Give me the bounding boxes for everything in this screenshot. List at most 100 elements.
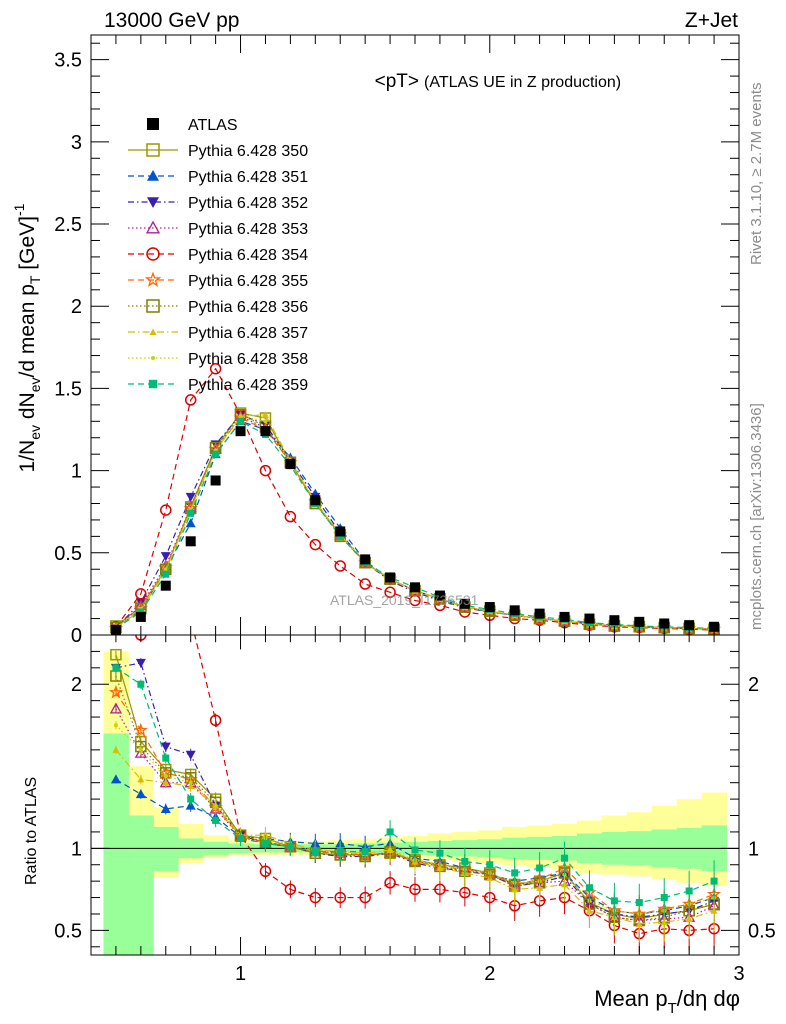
legend-label: Pythia 6.428 352 (188, 195, 308, 212)
y-tick-label-main: 2.5 (54, 214, 82, 236)
series-point-main (284, 510, 297, 523)
y-tick-label-ratio: 0.5 (54, 920, 82, 942)
legend-label: Pythia 6.428 357 (188, 325, 308, 342)
series-point-ratio (108, 684, 124, 699)
series-point-ratio (461, 857, 469, 865)
atlas-data-point (135, 611, 146, 622)
series-point-main (163, 567, 168, 572)
legend-entry: Pythia 6.428 350 (128, 143, 308, 160)
series-point-main (359, 578, 371, 590)
series-point-main (209, 362, 222, 375)
legend-marker (151, 356, 155, 360)
series-point-main (238, 414, 243, 419)
y-axis-title-main: 1/Nev dNev/d mean pT [GeV]-1 (11, 203, 43, 472)
legend-marker (145, 220, 161, 234)
atlas-data-point (659, 618, 670, 629)
series-point-ratio (384, 877, 396, 889)
series-point-ratio (334, 891, 346, 904)
series-point-ratio (212, 816, 220, 824)
series-point-main (263, 419, 268, 424)
y-tick-label-main: 2 (71, 296, 82, 318)
legend-marker (146, 143, 160, 157)
series-point-main (184, 394, 197, 406)
ratio-uncertainty-bands (103, 651, 728, 955)
series-point-ratio (610, 897, 618, 905)
series-point-ratio (710, 877, 718, 885)
atlas-data-point (559, 611, 570, 622)
legend-entry: Pythia 6.428 355 (128, 271, 308, 290)
series-point-main (187, 509, 195, 517)
series-point-main (309, 538, 322, 551)
atlas-data-point (434, 590, 445, 601)
series-point-ratio (411, 846, 419, 854)
y-tick-label-ratio: 2 (71, 674, 82, 696)
series-point-ratio (135, 658, 146, 668)
legend-label: Pythia 6.428 353 (188, 221, 308, 238)
series-point-main (135, 588, 147, 600)
series-point-ratio (163, 774, 168, 779)
y-tick-label-main: 0.5 (54, 543, 82, 565)
legend: ATLAS Pythia 6.428 350 Pythia 6.428 351 Pyt… (128, 117, 308, 394)
x-tick-label: 2 (484, 963, 495, 985)
series-point-ratio (388, 847, 393, 852)
atlas-data-point (634, 616, 645, 627)
series-point-ratio (137, 775, 145, 783)
series-point-ratio (660, 894, 668, 902)
x-axis-title: Mean pT/dη dφ (594, 986, 740, 1017)
series-point-ratio (110, 774, 121, 784)
axis-ticks: 1 2 3 0 0.5 1 1.5 2 2.5 3 3.5 0.5 0.5 1 1 2 2 (54, 35, 776, 985)
series-point-ratio (209, 714, 222, 727)
atlas-data-point (534, 608, 545, 619)
legend-entry: Pythia 6.428 356 (128, 299, 308, 316)
series-point-main (162, 570, 170, 578)
series-point-ratio (336, 848, 344, 856)
series-point-ratio (434, 883, 446, 896)
legend-marker (148, 379, 158, 389)
legend-marker (146, 299, 160, 313)
series-point-ratio (112, 664, 120, 672)
atlas-data-point (484, 602, 495, 613)
series-point-ratio (137, 680, 145, 688)
legend-label: Pythia 6.428 359 (188, 377, 308, 394)
series-point-main (160, 504, 172, 516)
legend-entry: Pythia 6.428 358 (128, 351, 308, 368)
series-point-ratio (484, 891, 496, 904)
atlas-data-point (260, 426, 271, 437)
series-point-main (334, 560, 346, 572)
series-point-ratio (160, 803, 171, 813)
y-tick-label-main: 1 (71, 461, 82, 483)
y-tick-label-ratio-right: 2 (748, 674, 759, 696)
atlas-data-point (609, 615, 620, 626)
atlas-data-point (459, 598, 470, 609)
header-right: Z+Jet (685, 9, 738, 32)
series-point-ratio (685, 887, 693, 895)
series-point-ratio (113, 723, 118, 728)
series-point-main (212, 450, 220, 458)
series-point-ratio (459, 886, 471, 899)
legend-marker (147, 170, 159, 181)
legend-entry: Pythia 6.428 359 (128, 377, 308, 394)
atlas-data-point (210, 475, 221, 486)
series-point-ratio (261, 839, 269, 847)
y-tick-label-ratio-right: 0.5 (748, 920, 776, 942)
series-point-ratio (109, 702, 123, 714)
series-point-ratio (409, 883, 421, 896)
series-point-main (384, 586, 396, 599)
series-point-ratio (213, 803, 218, 808)
atlas-data-point (335, 526, 346, 537)
atlas-data-point (410, 582, 420, 593)
legend-label: Pythia 6.428 354 (188, 247, 308, 264)
atlas-data-point (285, 459, 296, 470)
series-point-main (237, 417, 245, 425)
legend-entry: Pythia 6.428 353 (128, 220, 308, 238)
x-tick-label: 3 (733, 963, 744, 985)
legend-marker (147, 197, 159, 208)
atlas-data-point (160, 580, 171, 591)
atlas-data-point (235, 426, 246, 437)
series-point-ratio (511, 869, 519, 877)
atlas-data-point (584, 613, 595, 624)
series-point-main (261, 411, 269, 418)
series-point-main (185, 492, 196, 502)
series-point-ratio (361, 848, 369, 856)
series-point-ratio (286, 843, 294, 851)
